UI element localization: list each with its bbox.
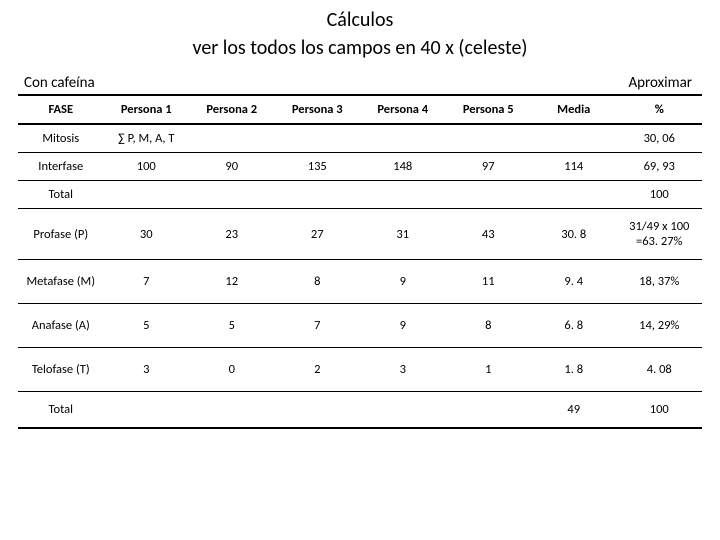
cell: 12 — [189, 260, 275, 304]
cell — [446, 392, 532, 429]
cell — [104, 181, 190, 209]
col-p2: Persona 2 — [189, 95, 275, 124]
title-line1: Cálculos — [18, 8, 702, 32]
cell: 3 — [360, 348, 446, 392]
cell — [446, 181, 532, 209]
col-media: Media — [531, 95, 617, 124]
row-telofase: Telofase (T) 3 0 2 3 1 1. 8 4. 08 — [18, 348, 702, 392]
cell: Interfase — [18, 153, 104, 181]
cell — [531, 124, 617, 153]
cell: 31 — [360, 209, 446, 260]
cell — [189, 392, 275, 429]
cell: Anafase (A) — [18, 304, 104, 348]
cell — [531, 181, 617, 209]
row-metafase: Metafase (M) 7 12 8 9 11 9. 4 18, 37% — [18, 260, 702, 304]
row-profase: Profase (P) 30 23 27 31 43 30. 8 31/49 x… — [18, 209, 702, 260]
cell: 97 — [446, 153, 532, 181]
header-row: FASE Persona 1 Persona 2 Persona 3 Perso… — [18, 95, 702, 124]
cell: 14, 29% — [617, 304, 703, 348]
cell — [189, 181, 275, 209]
cell: 30 — [104, 209, 190, 260]
cell: 23 — [189, 209, 275, 260]
meta-row: Con cafeína Aproximar — [18, 74, 702, 94]
cell: Profase (P) — [18, 209, 104, 260]
cell: 4. 08 — [617, 348, 703, 392]
cell: 100 — [104, 153, 190, 181]
cell: 5 — [189, 304, 275, 348]
cell: 69, 93 — [617, 153, 703, 181]
cell: 100 — [617, 181, 703, 209]
col-p5: Persona 5 — [446, 95, 532, 124]
cell: 8 — [446, 304, 532, 348]
col-p4: Persona 4 — [360, 95, 446, 124]
title-line2: ver los todos los campos en 40 x (celest… — [18, 36, 702, 60]
cell — [360, 181, 446, 209]
slide: Cálculos ver los todos los campos en 40 … — [0, 0, 720, 429]
cell — [275, 181, 361, 209]
row-total1: Total 100 — [18, 181, 702, 209]
cell: 43 — [446, 209, 532, 260]
cell: 90 — [189, 153, 275, 181]
col-pct: % — [617, 95, 703, 124]
cell: 9. 4 — [531, 260, 617, 304]
cell — [189, 124, 275, 153]
cell — [360, 392, 446, 429]
cell: 9 — [360, 260, 446, 304]
left-label: Con cafeína — [24, 74, 95, 92]
col-p3: Persona 3 — [275, 95, 361, 124]
cell: 9 — [360, 304, 446, 348]
cell: Mitosis — [18, 124, 104, 153]
right-label: Aproximar — [628, 74, 692, 92]
data-table: FASE Persona 1 Persona 2 Persona 3 Perso… — [18, 94, 702, 429]
cell: 100 — [617, 392, 703, 429]
cell: Total — [18, 181, 104, 209]
cell: 3 — [104, 348, 190, 392]
cell: 27 — [275, 209, 361, 260]
cell: Total — [18, 392, 104, 429]
cell: 2 — [275, 348, 361, 392]
cell: ∑ P, M, A, T — [104, 124, 190, 153]
cell: 6. 8 — [531, 304, 617, 348]
cell: 114 — [531, 153, 617, 181]
cell: 11 — [446, 260, 532, 304]
cell — [104, 392, 190, 429]
cell — [446, 124, 532, 153]
row-mitosis: Mitosis ∑ P, M, A, T 30, 06 — [18, 124, 702, 153]
cell: 5 — [104, 304, 190, 348]
cell: 148 — [360, 153, 446, 181]
cell: 18, 37% — [617, 260, 703, 304]
cell: 30. 8 — [531, 209, 617, 260]
cell: 8 — [275, 260, 361, 304]
cell: 1 — [446, 348, 532, 392]
cell — [360, 124, 446, 153]
cell: 49 — [531, 392, 617, 429]
cell: Metafase (M) — [18, 260, 104, 304]
cell: 30, 06 — [617, 124, 703, 153]
cell: 0 — [189, 348, 275, 392]
row-anafase: Anafase (A) 5 5 7 9 8 6. 8 14, 29% — [18, 304, 702, 348]
row-interfase: Interfase 100 90 135 148 97 114 69, 93 — [18, 153, 702, 181]
cell: 7 — [104, 260, 190, 304]
cell: 1. 8 — [531, 348, 617, 392]
row-total2: Total 49 100 — [18, 392, 702, 429]
col-p1: Persona 1 — [104, 95, 190, 124]
cell: Telofase (T) — [18, 348, 104, 392]
cell — [275, 124, 361, 153]
cell: 135 — [275, 153, 361, 181]
cell — [275, 392, 361, 429]
cell: 31/49 x 100 =63. 27% — [617, 209, 703, 260]
col-fase: FASE — [18, 95, 104, 124]
cell: 7 — [275, 304, 361, 348]
